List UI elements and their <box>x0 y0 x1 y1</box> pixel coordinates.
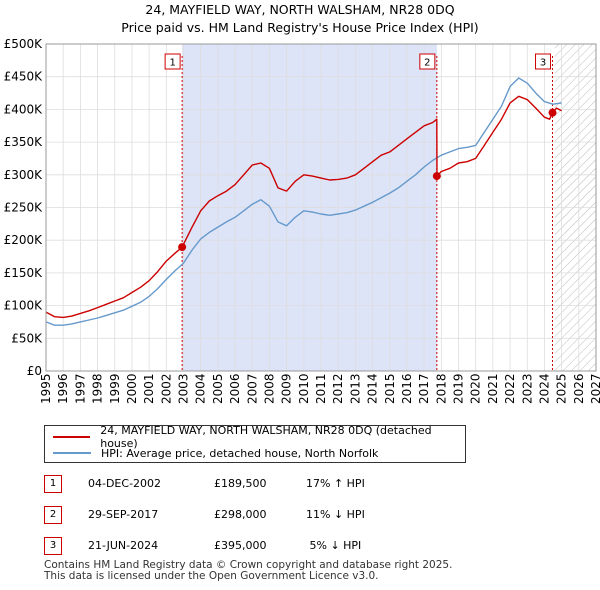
sale-point <box>548 108 557 117</box>
x-tick-label: 1996 <box>56 373 70 404</box>
y-tick-label: £300K <box>4 168 44 182</box>
x-tick-label: 1998 <box>91 373 105 404</box>
x-tick-label: 2007 <box>245 373 259 404</box>
x-tick-label: 2027 <box>589 373 600 404</box>
chart-title: 24, MAYFIELD WAY, NORTH WALSHAM, NR28 0D… <box>145 2 455 17</box>
plot-border <box>45 43 597 372</box>
x-tick-label: 2000 <box>125 373 139 404</box>
x-tick-label: 2009 <box>280 373 294 404</box>
transaction-price: £298,000 <box>214 508 267 521</box>
y-tick-label: £450K <box>4 70 44 84</box>
transaction-hpi: 11% ↓ HPI <box>306 508 365 521</box>
x-tick-label: 2013 <box>348 373 362 404</box>
transaction-number: 1 <box>44 475 62 493</box>
legend-item-price: 24, MAYFIELD WAY, NORTH WALSHAM, NR28 0D… <box>53 424 465 450</box>
sale-label-box <box>164 53 181 70</box>
sale-label-text: 3 <box>540 58 546 69</box>
legend-swatch-price <box>53 436 91 438</box>
footer-copyright: Contains HM Land Registry data © Crown c… <box>44 559 453 571</box>
x-tick-label: 2026 <box>572 373 586 404</box>
transaction-number: 3 <box>44 537 62 555</box>
transaction-date: 21-JUN-2024 <box>88 539 159 552</box>
x-tick-label: 1995 <box>39 373 53 404</box>
x-tick-label: 1997 <box>73 373 87 404</box>
x-tick-label: 2005 <box>211 373 225 404</box>
x-tick-label: 2017 <box>417 373 431 404</box>
x-tick-label: 2006 <box>228 373 242 404</box>
sale-label-box <box>419 53 436 70</box>
transaction-price: £395,000 <box>214 539 267 552</box>
x-tick-label: 2001 <box>142 373 156 404</box>
x-tick-label: 2014 <box>366 373 380 404</box>
price-chart: 1 2 3 £0 £50K £100K £150K £200K £250K £300K £350K £… <box>4 37 600 404</box>
x-tick-label: 2004 <box>194 373 208 404</box>
footer: Contains HM Land Registry data © Crown c… <box>44 560 452 582</box>
x-tick-label: 2020 <box>469 373 483 404</box>
x-tick-label: 2010 <box>297 373 311 404</box>
hpi-line <box>45 77 562 326</box>
legend-swatch-hpi <box>53 452 91 454</box>
y-tick-label: £500K <box>4 37 44 51</box>
chart-subtitle: Price paid vs. HM Land Registry's House … <box>121 20 479 35</box>
transaction-number: 2 <box>44 506 62 524</box>
x-tick-label: 2016 <box>400 373 414 404</box>
y-tick-label: £100K <box>4 299 44 313</box>
y-tick-label: £400K <box>4 102 44 116</box>
legend-item-hpi: HPI: Average price, detached house, Nort… <box>53 445 378 461</box>
transaction-row: 3 21-JUN-2024 £395,000 5% ↓ HPI <box>44 537 464 557</box>
price-paid-line <box>45 95 562 319</box>
x-tick-label: 2003 <box>177 373 191 404</box>
x-tick-label: 2018 <box>434 373 448 404</box>
transaction-date: 04-DEC-2002 <box>88 477 162 490</box>
x-tick-label: 2012 <box>331 373 345 404</box>
x-tick-label: 2024 <box>537 373 551 404</box>
y-tick-label: £250K <box>4 201 44 215</box>
sale-label-box <box>535 53 552 70</box>
sale-point <box>178 243 187 252</box>
transaction-hpi: 17% ↑ HPI <box>306 477 365 490</box>
legend-label-hpi: HPI: Average price, detached house, Nort… <box>101 446 379 460</box>
x-tick-label: 2002 <box>159 373 173 404</box>
transaction-date: 29-SEP-2017 <box>88 508 159 521</box>
x-tick-label: 2025 <box>555 373 569 404</box>
y-tick-label: £350K <box>4 135 44 149</box>
y-tick-label: £50K <box>11 331 43 345</box>
transaction-row: 1 04-DEC-2002 £189,500 17% ↑ HPI <box>44 475 464 495</box>
x-tick-label: 2021 <box>486 373 500 404</box>
x-tick-label: 2022 <box>503 373 517 404</box>
sale-label-text: 2 <box>424 58 430 69</box>
legend-label-price: 24, MAYFIELD WAY, NORTH WALSHAM, NR28 0D… <box>100 424 432 450</box>
x-tick-label: 2008 <box>262 373 276 404</box>
footer-licence: This data is licensed under the Open Gov… <box>44 570 379 582</box>
sale-label-text: 1 <box>169 58 175 69</box>
y-tick-label: £150K <box>4 266 44 280</box>
y-tick-label: £200K <box>4 233 44 247</box>
x-tick-label: 2019 <box>452 373 466 404</box>
x-tick-label: 1999 <box>108 373 122 404</box>
x-tick-label: 2011 <box>314 373 328 404</box>
sale-point <box>432 172 441 181</box>
x-tick-label: 2015 <box>383 373 397 404</box>
legend: 24, MAYFIELD WAY, NORTH WALSHAM, NR28 0D… <box>44 424 466 463</box>
transaction-price: £189,500 <box>214 477 267 490</box>
y-tick-label: £0 <box>27 364 42 378</box>
transaction-row: 2 29-SEP-2017 £298,000 11% ↓ HPI <box>44 506 464 526</box>
x-tick-label: 2023 <box>520 373 534 404</box>
transaction-hpi: 5% ↓ HPI <box>306 539 362 552</box>
